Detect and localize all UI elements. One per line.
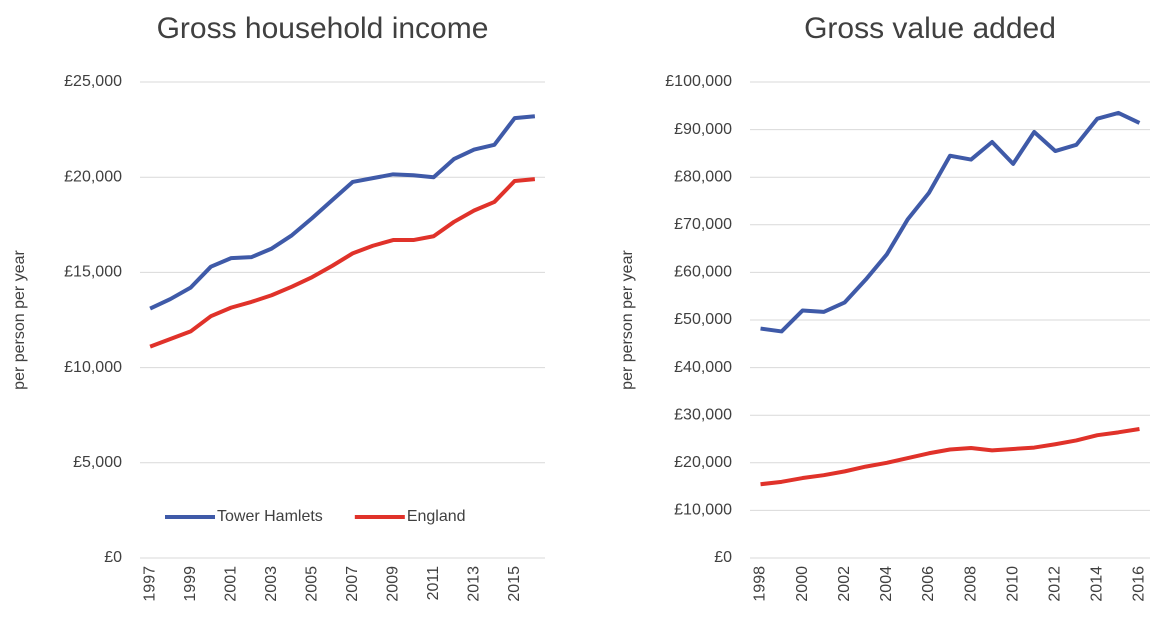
x-tick-label: 1998 [752, 566, 769, 602]
x-tick-label: 2011 [425, 566, 442, 601]
y-tick-label: £60,000 [674, 264, 732, 281]
line-series [149, 177, 536, 349]
chart-title: Gross household income [157, 12, 489, 45]
y-tick-label: £80,000 [674, 168, 732, 185]
x-tick-label: 2005 [303, 566, 320, 602]
x-tick-label: 2010 [1004, 566, 1021, 602]
y-axis-label: per person per year [11, 250, 28, 390]
x-tick-label: 1999 [182, 566, 199, 602]
y-tick-label: £90,000 [674, 121, 732, 138]
line-series [760, 427, 1140, 487]
y-tick-label: £10,000 [64, 359, 122, 376]
x-tick-label: 2008 [962, 566, 979, 602]
x-tick-label: 2014 [1089, 566, 1106, 602]
x-tick-label: 2016 [1131, 566, 1148, 602]
y-tick-label: £20,000 [674, 454, 732, 471]
x-tick-label: 1997 [141, 566, 158, 602]
x-tick-label: 2013 [465, 566, 482, 602]
x-tick-label: 2001 [222, 566, 239, 602]
y-tick-label: £100,000 [665, 73, 732, 90]
x-tick-label: 2007 [344, 566, 361, 602]
y-tick-label: £10,000 [674, 502, 732, 519]
y-tick-label: £40,000 [674, 359, 732, 376]
x-tick-label: 2015 [506, 566, 523, 602]
chart-title: Gross value added [804, 12, 1056, 45]
y-tick-label: £15,000 [64, 264, 122, 281]
y-axis-label: per person per year [619, 250, 636, 390]
y-tick-label: £0 [714, 549, 732, 566]
line-series [760, 110, 1141, 334]
legend-label: England [407, 508, 466, 525]
y-tick-label: £0 [104, 549, 122, 566]
y-tick-label: £25,000 [64, 73, 122, 90]
x-tick-label: 2009 [384, 566, 401, 602]
x-tick-label: 2012 [1046, 566, 1063, 602]
x-tick-label: 2003 [263, 566, 280, 602]
y-tick-label: £5,000 [73, 454, 122, 471]
x-tick-label: 2002 [836, 566, 853, 602]
x-tick-label: 2006 [920, 566, 937, 602]
legend-label: Tower Hamlets [217, 508, 323, 525]
y-tick-label: £50,000 [674, 311, 732, 328]
line-series [149, 114, 536, 311]
y-tick-label: £70,000 [674, 216, 732, 233]
x-tick-label: 2004 [878, 566, 895, 602]
y-tick-label: £20,000 [64, 168, 122, 185]
x-tick-label: 2000 [794, 566, 811, 602]
y-tick-label: £30,000 [674, 406, 732, 423]
